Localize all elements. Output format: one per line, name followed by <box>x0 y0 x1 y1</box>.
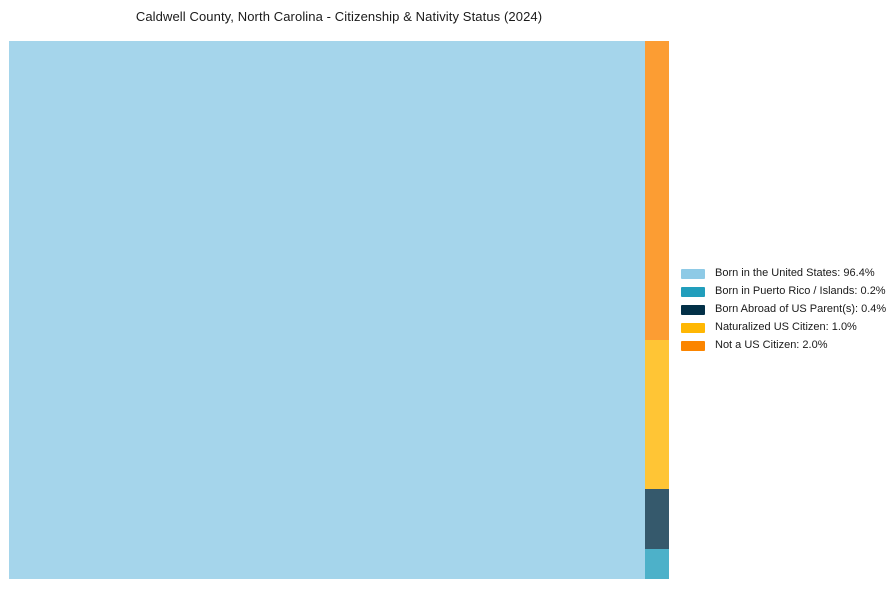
treemap-rect-born-in-the-united-states <box>9 41 646 579</box>
legend-swatch-icon <box>681 268 705 279</box>
legend-swatch-icon <box>681 322 705 333</box>
chart-title: Caldwell County, North Carolina - Citize… <box>135 9 543 24</box>
legend-item-born-in-the-united-states: Born in the United States: 96.4% <box>681 267 886 280</box>
legend: Born in the United States: 96.4% Born in … <box>681 267 886 352</box>
legend-label: Born Abroad of US Parent(s): 0.4% <box>715 303 887 315</box>
treemap-rect-born-abroad-of-us-parent-s <box>645 489 669 550</box>
legend-label: Not a US Citizen: 2.0% <box>715 339 828 351</box>
legend-item-not-a-us-citizen: Not a US Citizen: 2.0% <box>681 339 886 352</box>
legend-item-born-in-puerto-rico-islands: Born in Puerto Rico / Islands: 0.2% <box>681 285 886 298</box>
legend-swatch-icon <box>681 340 705 351</box>
treemap-rect-naturalized-us-citizen <box>645 339 669 490</box>
treemap-plot <box>9 41 669 579</box>
legend-item-naturalized-us-citizen: Naturalized US Citizen: 1.0% <box>681 321 886 334</box>
legend-label: Naturalized US Citizen: 1.0% <box>715 321 857 333</box>
legend-item-born-abroad-of-us-parent-s: Born Abroad of US Parent(s): 0.4% <box>681 303 886 316</box>
legend-label: Born in Puerto Rico / Islands: 0.2% <box>715 285 886 297</box>
legend-swatch-icon <box>681 286 705 297</box>
legend-swatch-icon <box>681 304 705 315</box>
treemap-rect-born-in-puerto-rico-islands <box>645 549 669 579</box>
legend-label: Born in the United States: 96.4% <box>715 267 875 279</box>
treemap-rect-not-a-us-citizen <box>645 41 669 340</box>
